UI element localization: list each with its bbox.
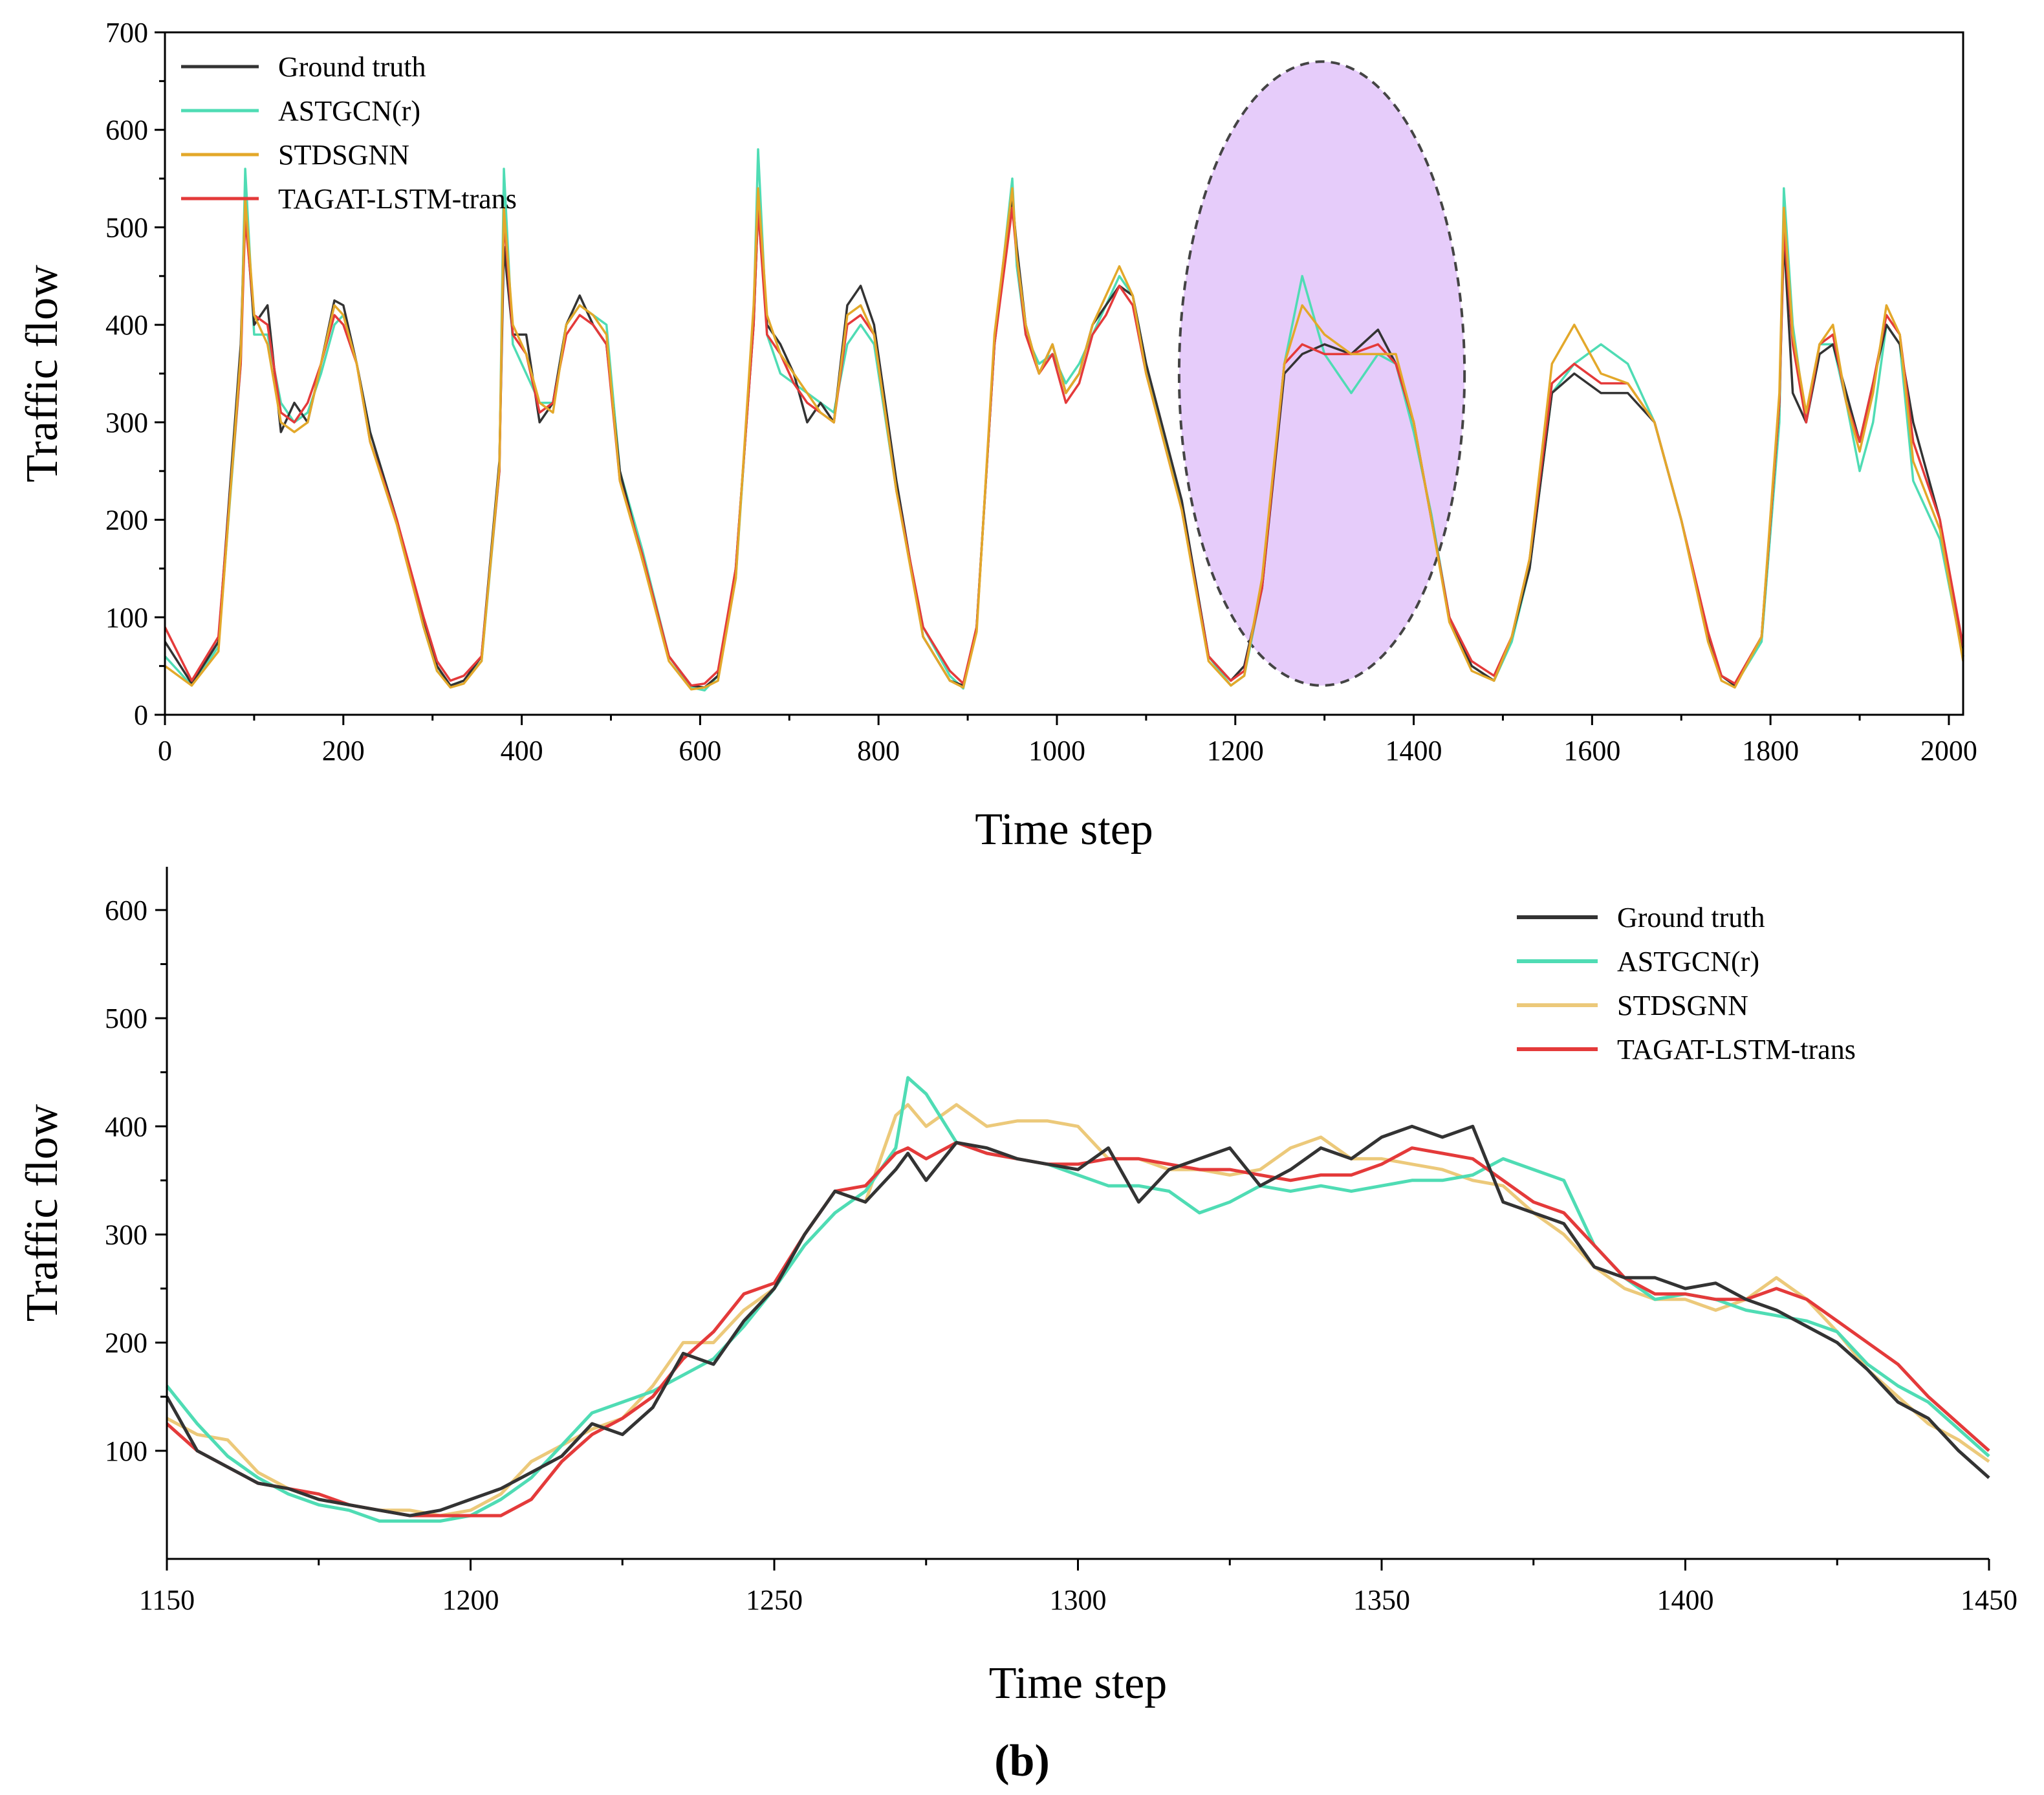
overview-x-tick-label: 400 bbox=[501, 735, 543, 767]
overview-x-tick-label: 1200 bbox=[1207, 735, 1264, 767]
overview-legend-label-ground-truth: Ground truth bbox=[278, 51, 426, 83]
overview-y-axis-title: Traffic flow bbox=[17, 265, 67, 483]
zoomed-line-ground-truth bbox=[165, 1124, 1990, 1518]
zoomed-y-tick-label: 200 bbox=[105, 1327, 147, 1359]
zoomed-x-tick-label: 1300 bbox=[1050, 1584, 1107, 1616]
zoomed-series-lines bbox=[165, 1076, 1990, 1523]
zoomed-y-tick-label: 300 bbox=[105, 1219, 147, 1250]
zoomed-x-ticks: 1150 1200 1250 1300 1350 1400 1450 bbox=[139, 1559, 2017, 1616]
overview-x-axis-title: Time step bbox=[975, 805, 1153, 854]
overview-legend-label-astgcn-r: ASTGCN(r) bbox=[278, 95, 420, 127]
overview-y-tick-label: 400 bbox=[105, 309, 148, 341]
zoomed-x-tick-label: 1200 bbox=[442, 1584, 499, 1616]
overview-y-tick-label: 0 bbox=[134, 699, 148, 731]
overview-x-tick-label: 1000 bbox=[1028, 735, 1085, 767]
zoomed-x-tick-label: 1400 bbox=[1657, 1584, 1714, 1616]
overview-x-tick-label: 2000 bbox=[1920, 735, 1977, 767]
overview-x-tick-label: 600 bbox=[679, 735, 721, 767]
overview-x-tick-label: 200 bbox=[322, 735, 365, 767]
figure-caption: (b) bbox=[994, 1736, 1050, 1786]
overview-x-ticks: 0 200 400 600 800 1000 1200 1400 1600 1800 2000 bbox=[158, 715, 1977, 767]
zoomed-legend-label-astgcn-r: ASTGCN(r) bbox=[1617, 946, 1759, 977]
overview-y-ticks: 0 100 200 300 400 500 600 700 bbox=[105, 17, 165, 731]
zoomed-x-tick-label: 1350 bbox=[1353, 1584, 1410, 1616]
overview-x-tick-label: 800 bbox=[857, 735, 900, 767]
overview-legend: Ground truth ASTGCN(r) STDSGNN TAGAT-LSTM-t… bbox=[181, 51, 517, 215]
overview-legend-label-stdsgnn: STDSGNN bbox=[278, 139, 409, 171]
overview-chart: 0 200 400 600 800 1000 1200 1400 1600 1800 2000 0 1… bbox=[17, 17, 1977, 854]
zoomed-legend-label-ground-truth: Ground truth bbox=[1617, 902, 1765, 933]
zoomed-y-tick-label: 500 bbox=[105, 1003, 147, 1034]
overview-y-tick-label: 100 bbox=[105, 602, 148, 633]
overview-series-lines bbox=[164, 148, 1964, 692]
zoomed-x-tick-label: 1250 bbox=[746, 1584, 803, 1616]
overview-y-tick-label: 700 bbox=[105, 17, 148, 49]
overview-y-tick-label: 200 bbox=[105, 505, 148, 536]
overview-x-tick-label: 1600 bbox=[1563, 735, 1620, 767]
zoomed-legend-label-stdsgnn: STDSGNN bbox=[1617, 990, 1748, 1021]
overview-y-tick-label: 500 bbox=[105, 212, 148, 243]
zoomed-y-ticks: 100 200 300 400 500 600 bbox=[105, 895, 167, 1467]
zoomed-x-tick-label: 1150 bbox=[139, 1584, 195, 1616]
overview-x-tick-label: 0 bbox=[158, 735, 172, 767]
zoomed-y-tick-label: 100 bbox=[105, 1435, 147, 1467]
highlight-ellipse bbox=[1177, 60, 1466, 687]
overview-x-tick-label: 1800 bbox=[1742, 735, 1799, 767]
overview-y-tick-label: 600 bbox=[105, 114, 148, 146]
overview-y-tick-label: 300 bbox=[105, 407, 148, 439]
overview-x-tick-label: 1400 bbox=[1386, 735, 1442, 767]
zoomed-x-axis-title: Time step bbox=[989, 1659, 1168, 1708]
zoomed-x-tick-label: 1450 bbox=[1961, 1584, 2017, 1616]
zoomed-chart: 1150 1200 1250 1300 1350 1400 1450 100 200 300 40… bbox=[17, 867, 2017, 1708]
zoomed-line-tagat-lstm-trans bbox=[166, 1140, 1990, 1518]
zoomed-y-tick-label: 600 bbox=[105, 895, 147, 926]
zoomed-legend: Ground truth ASTGCN(r) STDSGNN TAGAT-LSTM-t… bbox=[1517, 902, 1856, 1065]
zoomed-line-stdsgnn bbox=[166, 1103, 1990, 1518]
overview-line-stdsgnn bbox=[164, 187, 1964, 691]
zoomed-y-axis-title: Traffic flow bbox=[17, 1104, 67, 1322]
zoomed-legend-label-tagat-lstm-trans: TAGAT-LSTM-trans bbox=[1617, 1034, 1856, 1065]
zoomed-y-tick-label: 400 bbox=[105, 1111, 147, 1142]
overview-legend-label-tagat-lstm-trans: TAGAT-LSTM-trans bbox=[278, 183, 517, 215]
